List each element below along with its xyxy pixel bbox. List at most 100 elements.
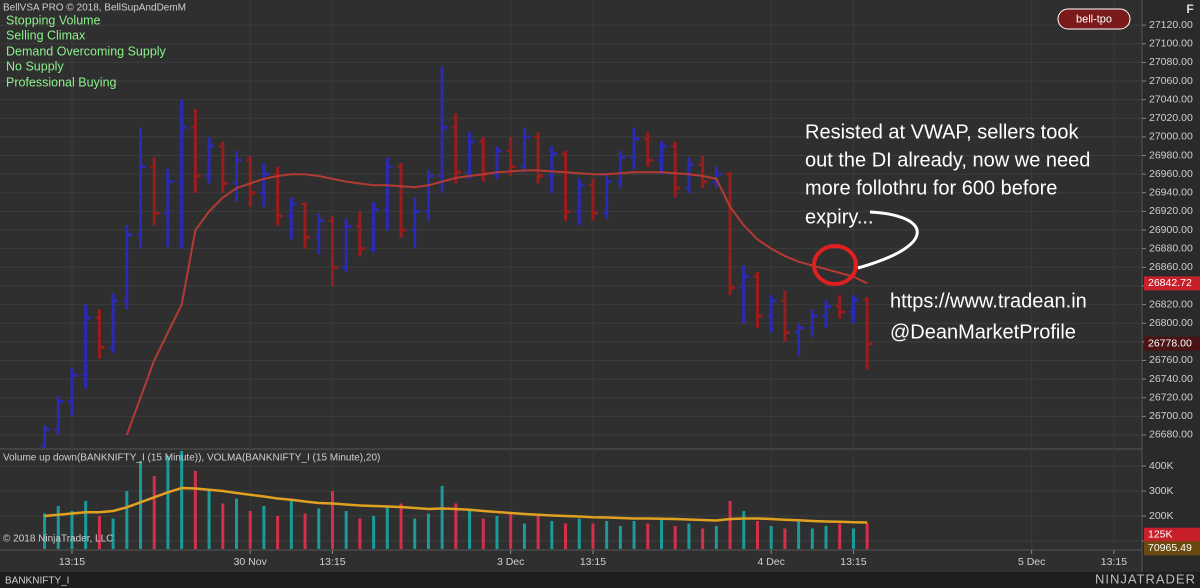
volume-bar (399, 503, 403, 549)
price-marker (1144, 527, 1200, 542)
y-tick-label: 400K (1149, 460, 1174, 472)
price-marker (1144, 336, 1200, 351)
volume-bar (56, 506, 60, 549)
annotation-line: Resisted at VWAP, sellers took (805, 121, 1079, 143)
signal-legend: Stopping Volume (6, 13, 101, 27)
annotation-link: @DeanMarketProfile (890, 321, 1076, 343)
symbol-tab[interactable]: BANKNIFTY_I (5, 576, 69, 587)
volume-bar (330, 491, 334, 549)
volume-bar (385, 506, 389, 549)
badge[interactable] (1057, 8, 1131, 30)
volume-bar (618, 526, 622, 549)
y-tick-label: 200K (1149, 510, 1174, 522)
y-tick-label: 26760.00 (1149, 354, 1193, 366)
vwap-line (125, 169, 868, 436)
volume-bar (289, 501, 293, 549)
y-tick-label: 300K (1149, 485, 1174, 497)
y-tick-label: 26740.00 (1149, 373, 1193, 385)
x-tick-label: 30 Nov (234, 556, 268, 568)
volume-bar (687, 523, 691, 549)
volume-bar (180, 451, 184, 549)
volume-bar (481, 518, 485, 549)
x-tick-label: 13:15 (1101, 556, 1127, 568)
volume-bar (509, 513, 513, 549)
signal-legend: No Supply (6, 59, 64, 73)
volume-bar (468, 511, 472, 549)
y-tick-label: 26800.00 (1149, 317, 1193, 329)
volume-bar (797, 521, 801, 549)
y-tick-label: 26920.00 (1149, 205, 1193, 217)
volume-bar (248, 511, 252, 549)
volume-bar (577, 518, 581, 549)
y-tick-label: 26860.00 (1149, 261, 1193, 273)
signal-legend: Selling Climax (6, 28, 86, 42)
volume-bar (564, 523, 568, 549)
volume-bar (728, 501, 732, 549)
y-tick-label: 26940.00 (1149, 187, 1193, 199)
indicator-title: BellVSA PRO © 2018, BellSupAndDemM (3, 3, 186, 14)
y-tick-label: 26720.00 (1149, 391, 1193, 403)
x-tick-label: 13:15 (59, 556, 85, 568)
price-marker (1144, 541, 1200, 556)
volume-bar (125, 491, 129, 549)
volume-bar (632, 521, 636, 549)
annotation-line: expiry... (805, 206, 874, 228)
y-tick-label: 26980.00 (1149, 149, 1193, 161)
y-tick-label: 27000.00 (1149, 131, 1193, 143)
y-tick-label: 27040.00 (1149, 93, 1193, 105)
y-tick-label: 27100.00 (1149, 38, 1193, 50)
volume-bar (646, 523, 650, 549)
volume-bar (495, 516, 499, 549)
volume-bar (207, 491, 211, 549)
y-tick-label: 26900.00 (1149, 224, 1193, 236)
highlight-circle (812, 244, 858, 286)
y-tick-label: 27060.00 (1149, 75, 1193, 87)
y-tick-label: 26820.00 (1149, 298, 1193, 310)
x-tick-label: 13:15 (580, 556, 606, 568)
volume-bar (166, 456, 170, 549)
volume-bar (358, 518, 362, 549)
price-marker-label: 125K (1148, 529, 1173, 541)
volume-bar (70, 511, 74, 549)
price-marker-label: 26778.00 (1148, 337, 1192, 349)
volume-bar (344, 511, 348, 549)
annotation-arrow (857, 210, 919, 270)
volume-bar (701, 528, 705, 549)
volume-bar (810, 528, 814, 549)
corner-label[interactable]: F (1186, 2, 1193, 16)
y-tick-label: 26960.00 (1149, 168, 1193, 180)
volume-bar (43, 513, 47, 549)
signal-legend: Demand Overcoming Supply (6, 44, 167, 58)
volume-bar (317, 508, 321, 549)
y-tick-label: 27080.00 (1149, 56, 1193, 68)
copyright: © 2018 NinjaTrader, LLC (3, 534, 113, 545)
volume-bar (851, 528, 855, 549)
volume-bar (660, 518, 664, 549)
badge-text[interactable]: bell-tpo (1076, 13, 1112, 25)
annotation-link: https://www.tradean.in (890, 290, 1087, 312)
price-marker-label: 26842.72 (1148, 277, 1192, 289)
volume-bar (139, 461, 143, 549)
volume-bar (440, 486, 444, 549)
x-tick-label: 3 Dec (497, 556, 524, 568)
y-tick-label: 26700.00 (1149, 410, 1193, 422)
volume-bar (865, 523, 869, 549)
volume-bar (193, 471, 197, 549)
y-tick-label: 26680.00 (1149, 429, 1193, 441)
volume-bar (783, 528, 787, 549)
volume-bar (152, 476, 156, 549)
volume-bar (755, 521, 759, 549)
volma-line (44, 486, 868, 524)
volume-bar (673, 526, 677, 549)
volume-bar (84, 501, 88, 549)
volume-bar (536, 516, 540, 549)
volume-title: Volume up down(BANKNIFTY_I (15 Minute)),… (3, 453, 380, 464)
price-marker (1144, 276, 1200, 291)
volume-bar (605, 521, 609, 549)
status-bar (0, 572, 1200, 588)
volume-bar (714, 526, 718, 549)
volume-bar (550, 521, 554, 549)
volume-bar (111, 518, 115, 549)
signal-legend: Professional Buying (6, 75, 117, 89)
